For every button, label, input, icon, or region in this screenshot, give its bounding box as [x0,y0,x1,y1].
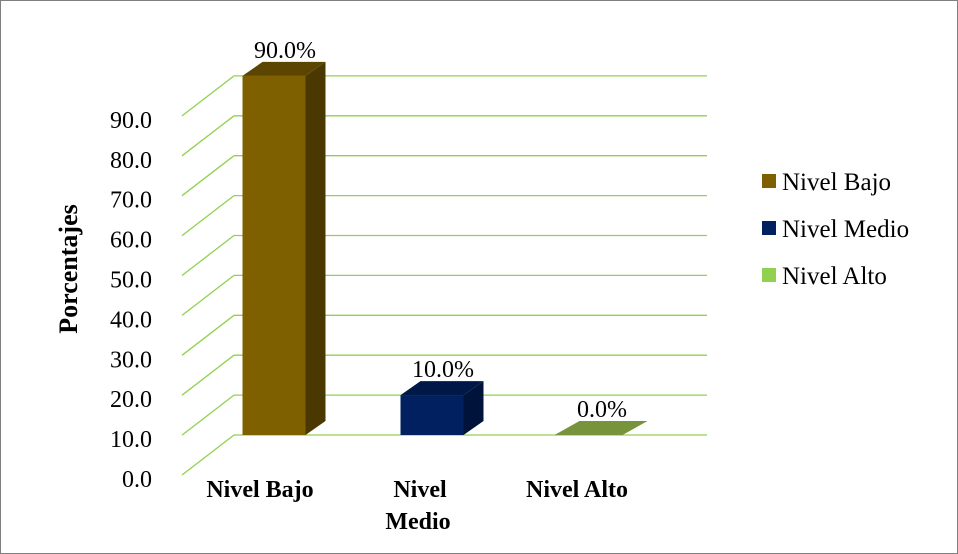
y-tick-label: 80.0 [110,148,152,174]
bar-nivel-medio [400,381,484,435]
y-tick-label: 20.0 [110,387,152,413]
legend-item: Nivel Medio [762,216,909,243]
gridline-diagonal [181,394,235,436]
bar-nivel-alto [554,421,648,435]
x-tick-label: Nivel Medio [385,477,450,535]
legend-label: Nivel Bajo [782,169,891,196]
y-tick-label: 60.0 [110,228,152,254]
data-labels: 90.0% 10.0% 0.0% [254,38,627,423]
legend-item: Nivel Alto [762,263,887,290]
gridline-diagonal [181,155,235,197]
legend-item: Nivel Bajo [762,169,891,196]
y-tick-label: 0.0 [122,467,152,493]
gridline-diagonal [181,274,235,316]
bar-side [305,61,326,436]
y-tick-label: 10.0 [110,427,152,453]
y-tick-label: 40.0 [110,307,152,333]
bar-side [463,381,484,435]
y-axis-ticks: 0.0 10.0 20.0 30.0 40.0 50.0 60.0 70.0 80.0 90.0 [110,108,152,493]
bar-top [554,421,648,435]
legend-swatch [762,221,776,235]
y-tick-label: 70.0 [110,188,152,214]
gridline-diagonal [181,195,235,237]
bars [242,61,648,436]
gridline-diagonal [181,434,235,476]
gridline-diagonal [181,354,235,396]
y-tick-label: 30.0 [110,347,152,373]
data-label: 90.0% [254,38,316,64]
bar-front [400,395,464,435]
y-axis-label: Porcentajes [54,204,83,333]
bar-top [242,61,326,76]
x-tick-label: Nivel Alto [526,477,628,503]
bar-nivel-bajo [242,61,326,436]
y-tick-label: 50.0 [110,268,152,294]
legend: Nivel Bajo Nivel Medio Nivel Alto [762,169,909,290]
legend-label: Nivel Medio [782,216,909,243]
legend-swatch [762,268,776,282]
gridline-diagonal [181,314,235,356]
y-tick-label: 90.0 [110,108,152,134]
gridline-diagonal [181,75,235,117]
x-axis-ticks: Nivel Bajo Nivel Medio Nivel Alto [206,477,628,535]
bar-front [242,75,306,436]
gridline-diagonal [181,234,235,277]
legend-swatch [762,174,776,188]
legend-label: Nivel Alto [782,263,887,290]
bar-top [400,381,484,396]
x-tick-label: Nivel Bajo [206,477,313,503]
data-label: 0.0% [577,397,627,423]
data-label: 10.0% [412,357,474,383]
gridline-diagonal [181,115,235,157]
